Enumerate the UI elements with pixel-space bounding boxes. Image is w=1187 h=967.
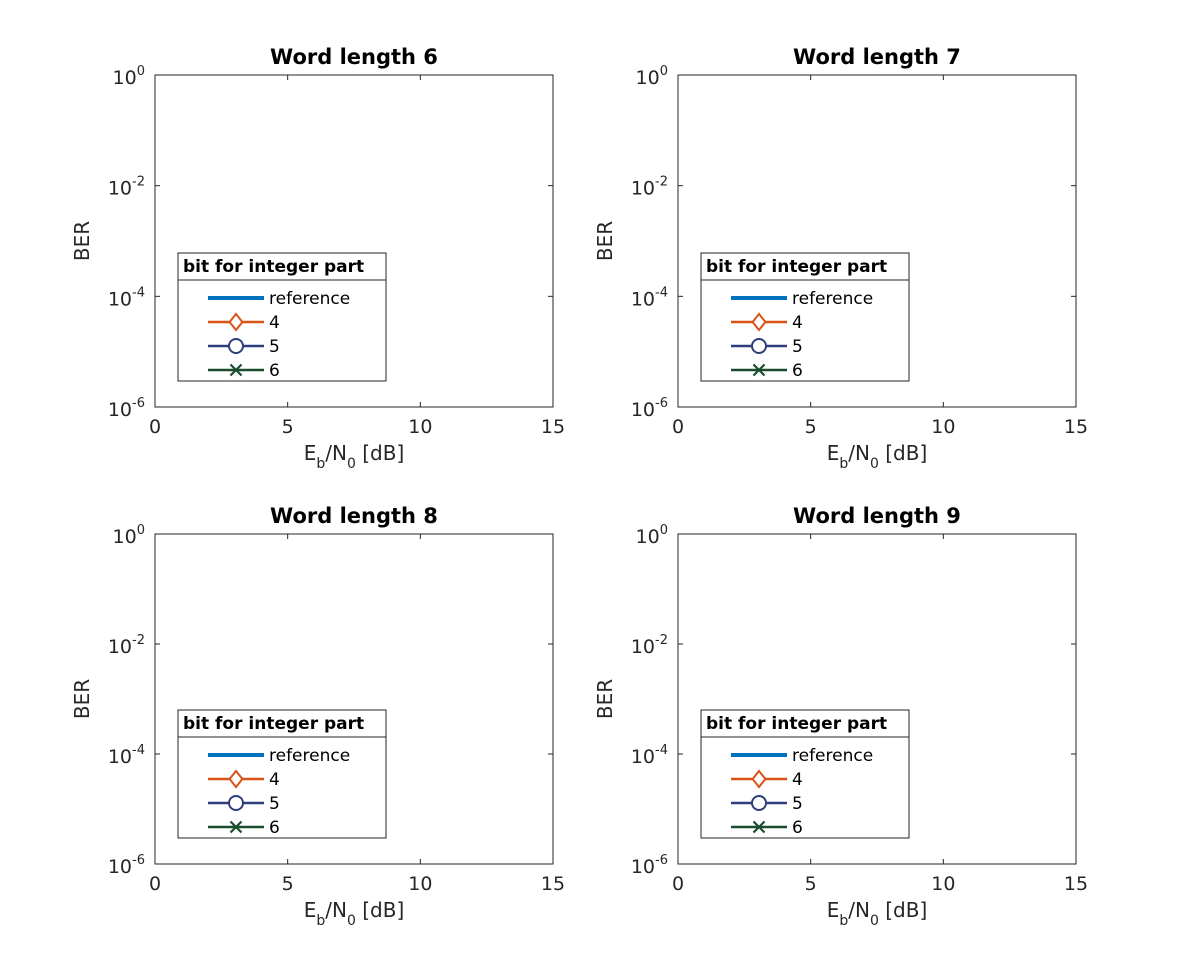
legend-label-4: 4 (792, 313, 803, 333)
y-tick-label: 100 (636, 523, 668, 548)
legend-marker-circle (752, 339, 766, 353)
x-tick-label: 0 (149, 873, 161, 895)
x-tick-label: 0 (149, 416, 161, 438)
y-tick-label: 100 (113, 64, 145, 89)
legend-title: bit for integer part (706, 714, 887, 734)
y-tick-label: 10-6 (631, 853, 668, 878)
x-tick-label: 10 (408, 416, 432, 438)
legend-title: bit for integer part (183, 257, 364, 277)
x-axis-label: Eb/N0 [dB] (304, 898, 405, 929)
y-tick-label: 10-2 (631, 633, 668, 658)
y-tick-label: 10-4 (108, 285, 145, 310)
legend-label-reference: reference (792, 746, 873, 766)
legend-title: bit for integer part (706, 257, 887, 277)
x-tick-label: 5 (282, 873, 294, 895)
legend-label-reference: reference (269, 289, 350, 309)
y-tick-label: 10-6 (108, 853, 145, 878)
y-axis-label: BER (593, 221, 617, 261)
x-tick-label: 15 (1064, 873, 1088, 895)
x-tick-label: 0 (672, 416, 684, 438)
legend-label-4: 4 (269, 770, 280, 790)
plot-title: Word length 7 (793, 45, 961, 69)
y-axis-label: BER (70, 221, 94, 261)
x-tick-label: 5 (282, 416, 294, 438)
y-tick-label: 10-2 (631, 175, 668, 200)
x-tick-label: 10 (931, 416, 955, 438)
legend: bit for integer part reference 4 5 6 (701, 710, 909, 838)
legend-marker-circle (229, 796, 243, 810)
x-tick-label: 0 (672, 873, 684, 895)
legend-label-5: 5 (269, 337, 280, 357)
x-tick-label: 5 (805, 416, 817, 438)
y-tick-label: 10-2 (108, 175, 145, 200)
legend-label-4: 4 (792, 770, 803, 790)
legend-label-reference: reference (792, 289, 873, 309)
legend-label-6: 6 (792, 361, 803, 381)
y-tick-label: 10-4 (631, 285, 668, 310)
x-axis-label: Eb/N0 [dB] (827, 898, 928, 929)
x-tick-label: 15 (541, 873, 565, 895)
x-tick-label: 15 (1064, 416, 1088, 438)
subplot-3: 0 5 10 15 100 10-2 10-4 10-6 Word length 8 BER Eb/… (70, 504, 565, 929)
y-axis-label: BER (70, 679, 94, 719)
plot-title: Word length 8 (270, 504, 438, 528)
legend-title: bit for integer part (183, 714, 364, 734)
x-axis-label: Eb/N0 [dB] (827, 441, 928, 472)
subplot-2: 0 5 10 15 100 10-2 10-4 10-6 Word length 7 BER Eb/… (593, 45, 1088, 472)
legend-label-reference: reference (269, 746, 350, 766)
legend-label-5: 5 (792, 337, 803, 357)
legend-label-4: 4 (269, 313, 280, 333)
y-tick-label: 10-4 (631, 743, 668, 768)
plot-title: Word length 6 (270, 45, 438, 69)
y-tick-label: 100 (636, 64, 668, 89)
y-tick-label: 100 (113, 523, 145, 548)
y-axis-label: BER (593, 679, 617, 719)
legend-label-5: 5 (792, 794, 803, 814)
legend-label-5: 5 (269, 794, 280, 814)
legend-marker-circle (752, 796, 766, 810)
y-tick-label: 10-4 (108, 743, 145, 768)
legend-label-6: 6 (792, 818, 803, 838)
x-axis-label: Eb/N0 [dB] (304, 441, 405, 472)
x-tick-label: 5 (805, 873, 817, 895)
y-tick-label: 10-6 (108, 396, 145, 421)
x-tick-label: 10 (408, 873, 432, 895)
x-tick-label: 15 (541, 416, 565, 438)
y-tick-label: 10-2 (108, 633, 145, 658)
legend: bit for integer part reference 4 5 6 (178, 710, 386, 838)
plot-title: Word length 9 (793, 504, 961, 528)
legend-label-6: 6 (269, 361, 280, 381)
legend-label-6: 6 (269, 818, 280, 838)
legend-marker-circle (229, 339, 243, 353)
x-tick-label: 10 (931, 873, 955, 895)
subplot-4: 0 5 10 15 100 10-2 10-4 10-6 Word length 9 BER Eb/… (593, 504, 1088, 929)
subplot-1: 0 5 10 15 100 10-2 10-4 10-6 Word length 6 BER Eb/… (70, 45, 565, 472)
legend: bit for integer part reference 4 5 6 (178, 253, 386, 381)
y-tick-label: 10-6 (631, 396, 668, 421)
legend: bit for integer part reference 4 5 6 (701, 253, 909, 381)
